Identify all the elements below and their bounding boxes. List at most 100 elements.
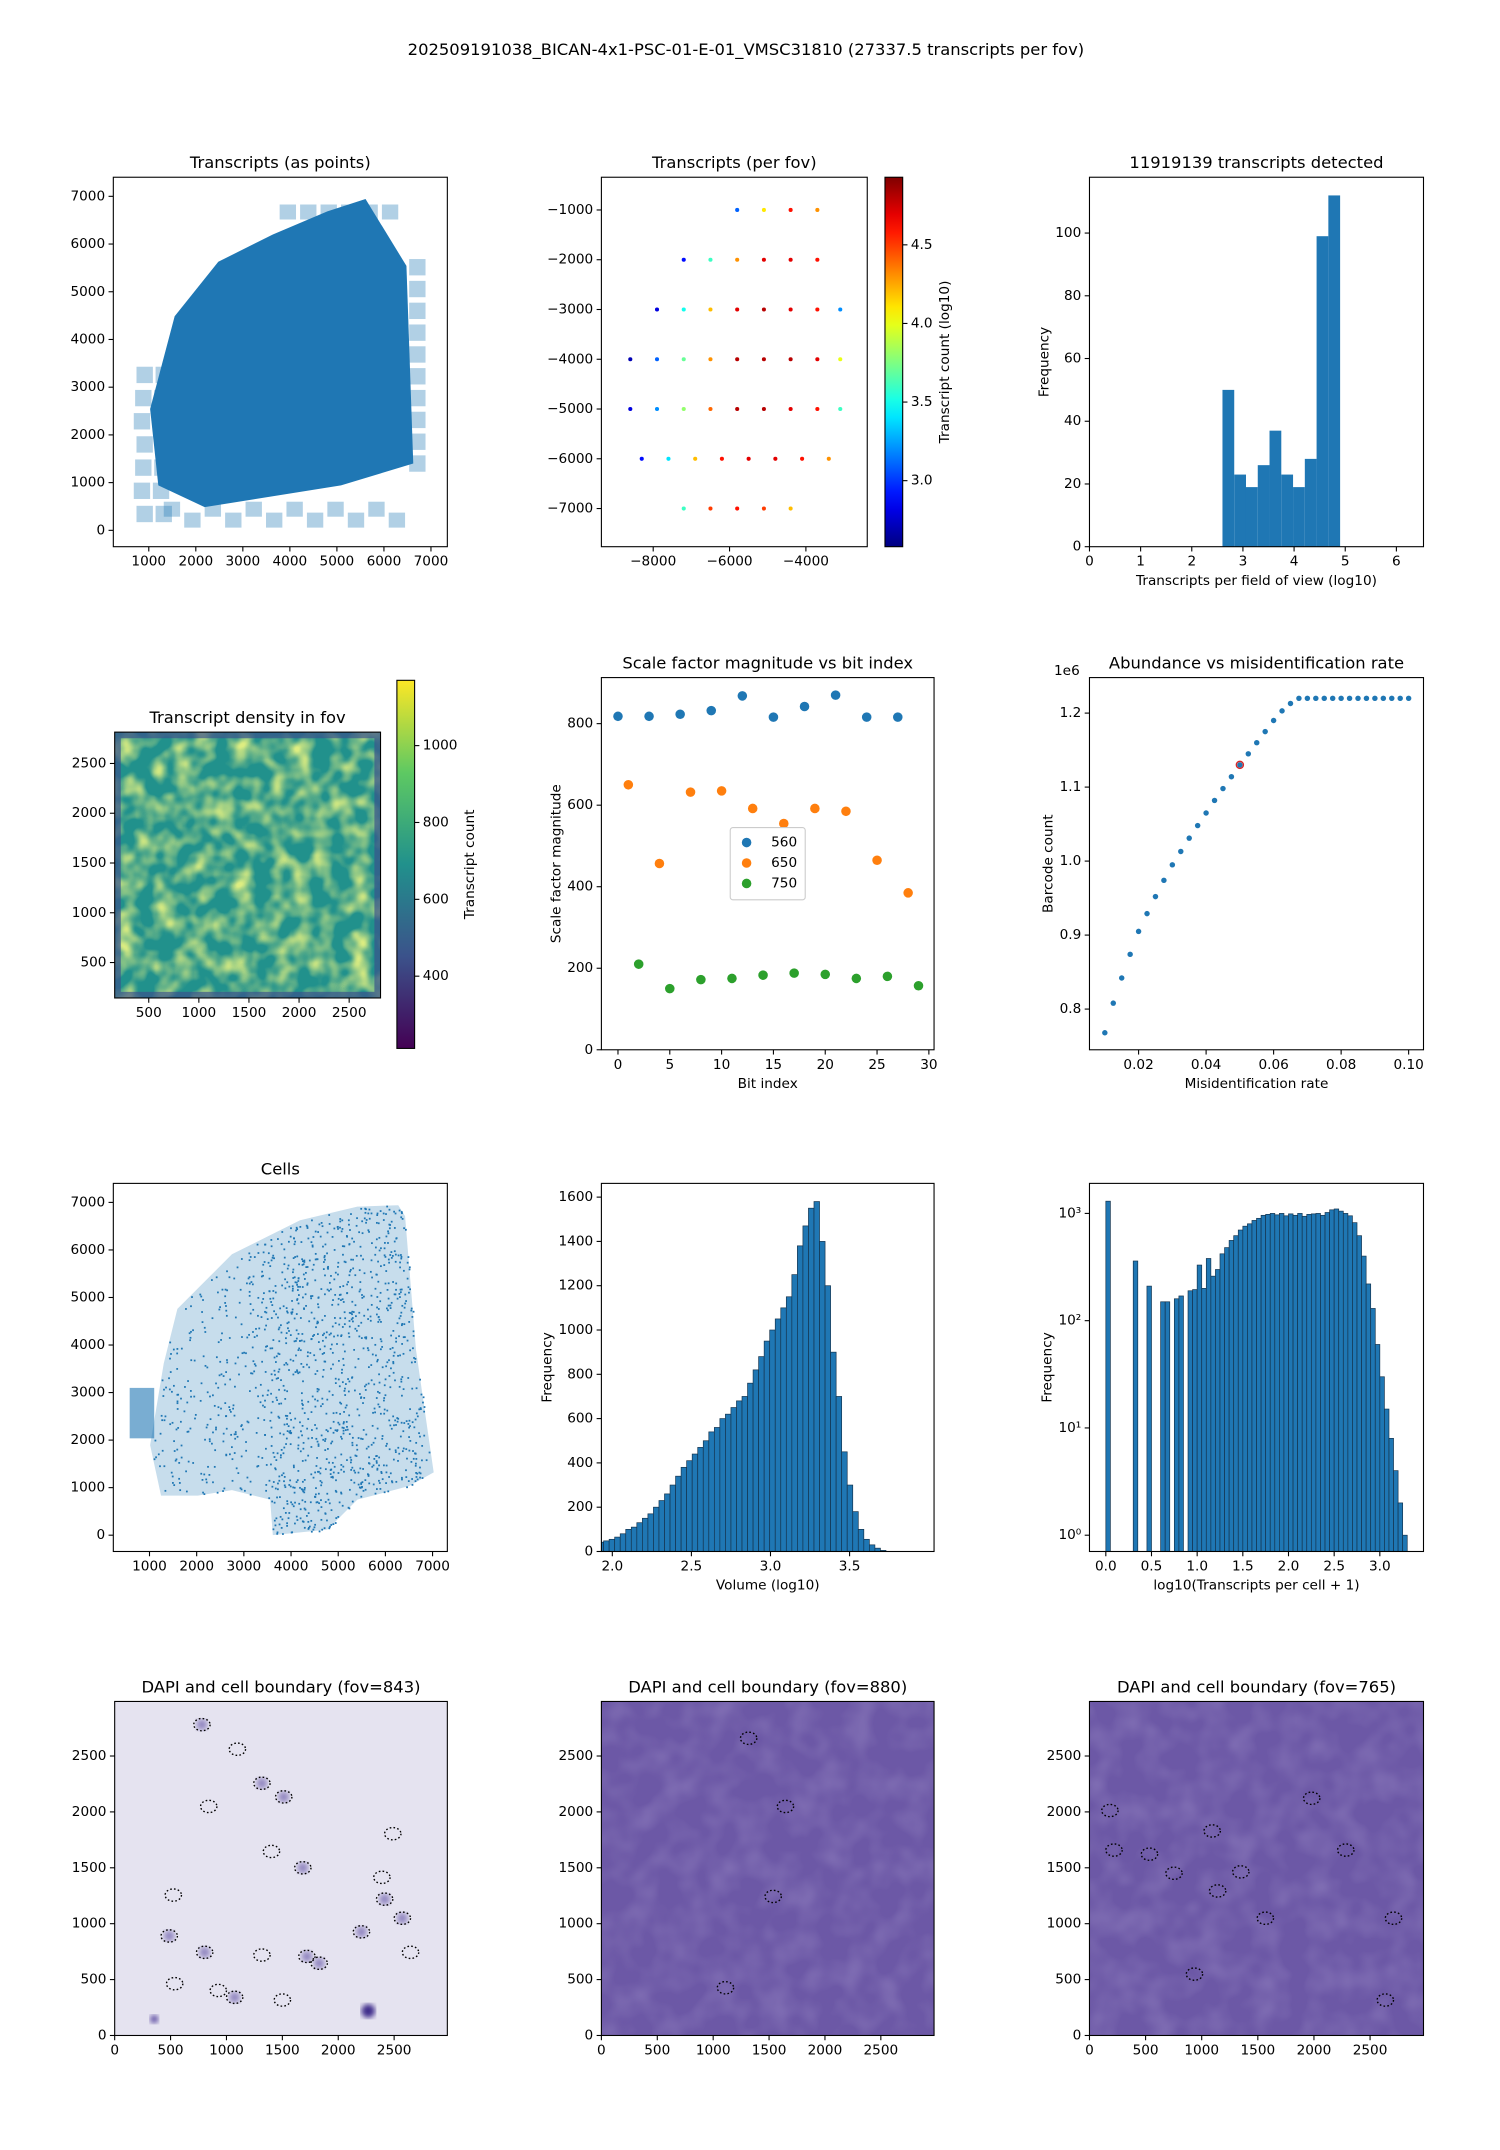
- cell-point: [315, 1487, 317, 1490]
- cell-point: [180, 1444, 183, 1447]
- bar: [1304, 458, 1317, 547]
- cell-point: [395, 1480, 398, 1483]
- cell-point: [213, 1465, 216, 1468]
- point-cloud: [150, 1205, 434, 1536]
- x-tick-label: −8000: [630, 554, 676, 570]
- cell-point: [340, 1299, 342, 1301]
- cell-point: [324, 1501, 327, 1503]
- cell-point: [280, 1324, 282, 1327]
- cell-point: [269, 1265, 272, 1268]
- cell-point: [303, 1278, 306, 1280]
- cell-point: [256, 1465, 259, 1468]
- cell-point: [350, 1459, 353, 1461]
- cell-point: [350, 1312, 352, 1315]
- cell-point: [170, 1471, 173, 1474]
- cell-point: [297, 1349, 300, 1351]
- y-tick-label: 400: [567, 879, 593, 895]
- bar: [686, 1460, 693, 1552]
- cell-point: [394, 1449, 397, 1452]
- cell-point: [320, 1481, 323, 1484]
- cell-point: [296, 1519, 299, 1521]
- bar: [1247, 1223, 1253, 1552]
- y-tick-label: 2000: [72, 805, 107, 821]
- cell-point: [286, 1415, 289, 1417]
- cell-point: [351, 1466, 354, 1469]
- cell-point: [317, 1303, 319, 1306]
- cell-point: [189, 1336, 192, 1339]
- y-tick-label: 1600: [559, 1189, 594, 1205]
- cell-point: [295, 1354, 297, 1357]
- cell-point: [265, 1324, 267, 1327]
- bar: [642, 1517, 649, 1552]
- cell-point: [289, 1479, 292, 1482]
- bar: [625, 1529, 632, 1552]
- cell-point: [245, 1352, 247, 1355]
- cell-point: [413, 1357, 415, 1359]
- x-tick-label: 15: [765, 1057, 782, 1073]
- cell-point: [337, 1421, 340, 1424]
- cell-point: [328, 1281, 331, 1284]
- cell-point: [252, 1360, 255, 1363]
- cell-point: [311, 1295, 314, 1297]
- y-tick-label: 1500: [72, 855, 107, 871]
- cell-point: [359, 1467, 362, 1470]
- cell-point: [337, 1303, 340, 1306]
- cell-point: [378, 1249, 381, 1252]
- y-tick-label: 1000: [559, 1322, 594, 1338]
- axes: 0 500 1000 1500 2000 250005001000150020002500…: [1047, 1677, 1425, 2058]
- cell-point: [296, 1228, 299, 1231]
- cell-point: [386, 1361, 389, 1364]
- x-tick-label: 2000: [282, 1005, 317, 1021]
- cell-point: [248, 1282, 251, 1285]
- cell-point: [205, 1426, 208, 1429]
- cell-point: [395, 1337, 397, 1340]
- cell-point: [361, 1220, 364, 1223]
- cell-point: [387, 1242, 389, 1244]
- fov-tile: [409, 259, 426, 276]
- cell-point: [299, 1349, 302, 1352]
- bar: [601, 1541, 604, 1552]
- cell-point: [393, 1351, 396, 1354]
- plot-area: [1222, 195, 1341, 547]
- cell-point: [234, 1385, 236, 1388]
- x-tick-label: 0.08: [1326, 1057, 1356, 1073]
- y-tick-label: −2000: [547, 252, 593, 268]
- cell-point: [368, 1217, 371, 1220]
- axes: 0 500 1000 1500 2000 250005001000150020002500…: [72, 1677, 448, 2058]
- cell-point: [246, 1282, 248, 1285]
- cell-point: [322, 1339, 324, 1342]
- nucleus: [229, 1991, 241, 2003]
- cell-point: [170, 1353, 172, 1355]
- x-tick-label: 0: [614, 1057, 623, 1073]
- cell-point: [398, 1335, 400, 1338]
- y-tick-label: 1.1: [1060, 779, 1082, 795]
- cell-point: [324, 1258, 326, 1261]
- cell-point: [391, 1255, 394, 1257]
- point: [1169, 862, 1176, 868]
- cell-point: [253, 1363, 256, 1366]
- cell-boundary: [165, 1976, 184, 1991]
- cell-point: [272, 1254, 275, 1257]
- cell-point: [279, 1515, 282, 1518]
- cell-point: [355, 1254, 358, 1257]
- x-tick-label: 1000: [209, 2042, 244, 2058]
- cell-point: [381, 1478, 384, 1481]
- x-tick-label: 1500: [265, 2042, 300, 2058]
- cell-point: [286, 1267, 289, 1270]
- cell-point: [407, 1256, 410, 1258]
- axes-frame: [112, 176, 448, 548]
- bar: [747, 1382, 754, 1552]
- bar: [1310, 1213, 1317, 1552]
- bar: [1234, 474, 1246, 547]
- cell-point: [333, 1317, 336, 1319]
- image-base: [114, 1701, 448, 2036]
- cell-point: [351, 1300, 354, 1303]
- cell-point: [303, 1479, 306, 1481]
- cell-point: [298, 1294, 300, 1296]
- cell-point: [367, 1445, 370, 1448]
- bar: [1173, 1298, 1180, 1552]
- cell-boundary: [1165, 1866, 1183, 1881]
- bar: [1384, 1408, 1390, 1552]
- fov-tile: [135, 459, 152, 476]
- cell-point: [234, 1433, 237, 1436]
